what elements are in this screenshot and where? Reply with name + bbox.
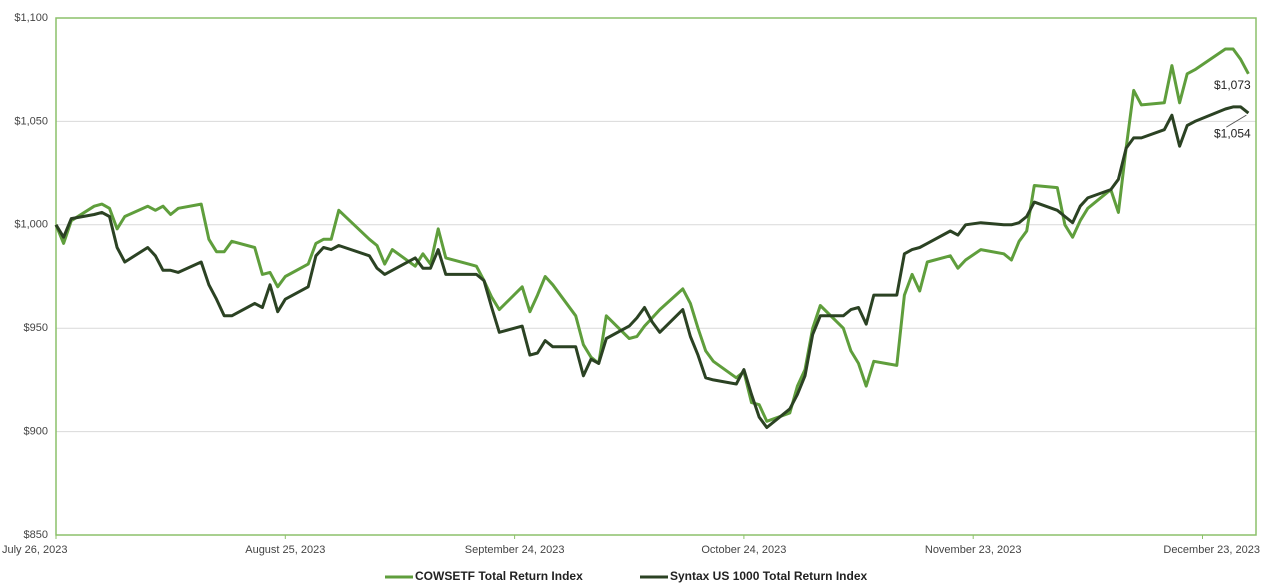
y-tick-label: $1,000 — [14, 219, 48, 231]
y-tick-label: $1,100 — [14, 12, 48, 24]
y-tick-label: $1,050 — [14, 115, 48, 127]
x-tick-label: September 24, 2023 — [465, 544, 565, 556]
x-tick-label: October 24, 2023 — [701, 544, 786, 556]
x-tick-label: November 23, 2023 — [925, 544, 1022, 556]
y-tick-label: $850 — [24, 529, 48, 541]
plot-frame — [55, 17, 1257, 536]
legend-text: Syntax US 1000 Total Return Index — [670, 569, 867, 583]
x-tick-label: August 25, 2023 — [245, 544, 325, 556]
series-line — [54, 47, 1250, 423]
x-tick-label: December 23, 2023 — [1163, 544, 1260, 556]
end-label: $1,073 — [1214, 78, 1251, 92]
x-tick-label: July 26, 2023 — [2, 544, 67, 556]
legend-text: COWSETF Total Return Index — [415, 569, 583, 583]
y-tick-label: $900 — [24, 426, 48, 438]
end-label: $1,054 — [1214, 126, 1251, 140]
series-line — [54, 105, 1250, 429]
y-tick-label: $950 — [24, 322, 48, 334]
leader-line — [1226, 114, 1247, 128]
